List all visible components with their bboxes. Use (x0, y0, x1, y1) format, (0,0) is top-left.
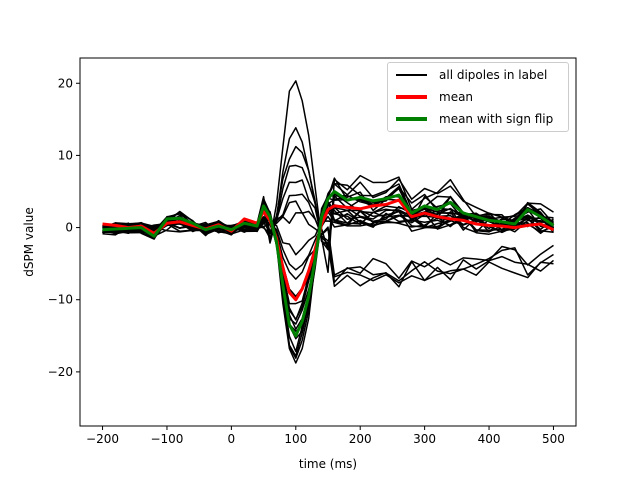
legend: all dipoles in label mean mean with sign… (387, 62, 569, 132)
dipole-trace (102, 193, 554, 284)
x-axis-ticks: −200 −100 0 100 200 300 400 500 (86, 426, 565, 446)
legend-item-mean: mean (396, 87, 473, 107)
y-tick-label: 10 (58, 148, 73, 162)
legend-label: mean with sign flip (439, 112, 554, 126)
x-tick-label: 300 (413, 432, 436, 446)
legend-label: mean (439, 90, 474, 104)
mean-line (102, 198, 555, 302)
legend-swatch-black-line (396, 74, 427, 76)
y-axis-label: dSPM value (22, 207, 36, 276)
x-tick-label: 100 (284, 432, 307, 446)
y-tick-label: −20 (48, 365, 73, 379)
legend-swatch-red-line (396, 95, 427, 99)
mean-lines (102, 190, 555, 338)
legend-swatch-green-line (396, 117, 427, 121)
x-axis-label: time (ms) (299, 457, 357, 471)
x-tick-label: −200 (86, 432, 119, 446)
y-tick-label: 0 (65, 221, 73, 235)
y-axis-ticks: −20 −10 0 10 20 (48, 76, 80, 379)
axes-frame (79, 57, 577, 427)
x-tick-label: 500 (542, 432, 565, 446)
x-tick-label: 400 (478, 432, 501, 446)
x-tick-label: 0 (228, 432, 236, 446)
legend-item-mean-sign-flip: mean with sign flip (396, 109, 553, 129)
mean-sign-flip-line (102, 190, 555, 338)
x-tick-label: −100 (150, 432, 183, 446)
x-tick-label: 200 (349, 432, 372, 446)
y-tick-label: −10 (48, 293, 73, 307)
y-tick-label: 20 (58, 76, 73, 90)
legend-item-all-dipoles: all dipoles in label (396, 65, 547, 85)
legend-label: all dipoles in label (439, 68, 548, 82)
